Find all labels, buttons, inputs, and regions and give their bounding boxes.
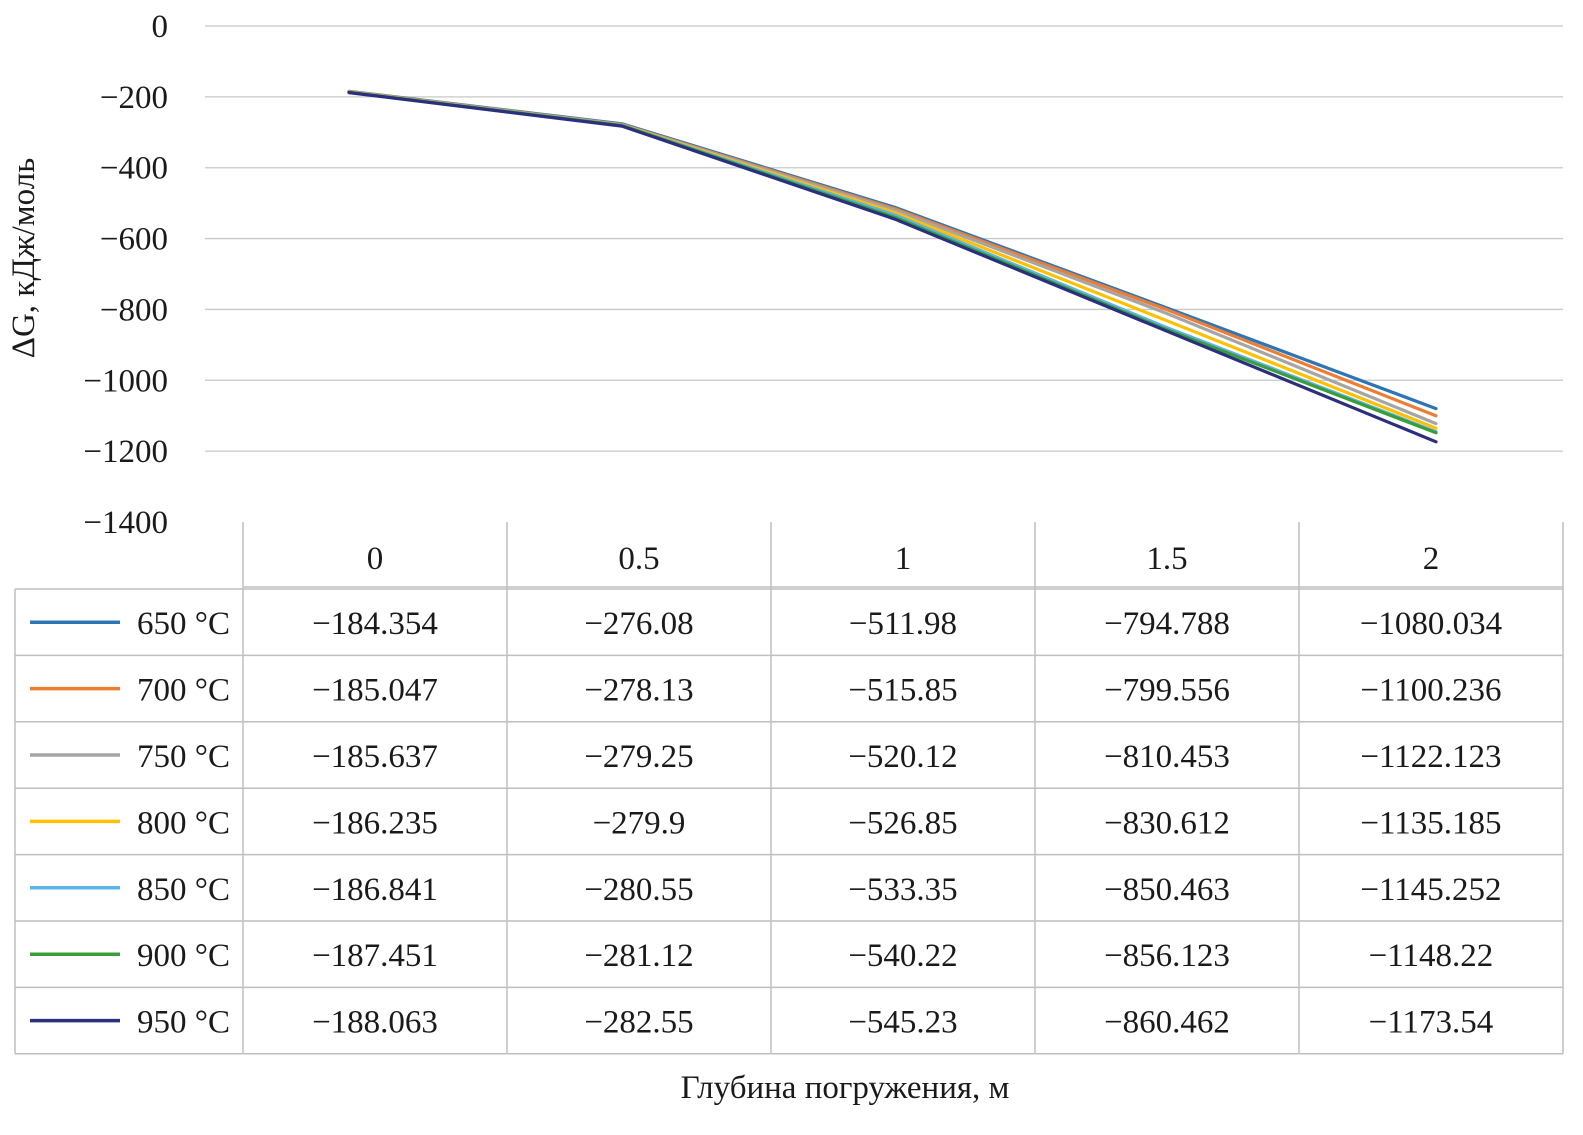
legend-label: 900 °C	[137, 938, 230, 974]
table-cell: −511.98	[849, 606, 957, 642]
table-cell: −533.35	[848, 872, 957, 908]
table-cell: −515.85	[848, 673, 957, 709]
x-tick-label: 0	[367, 541, 384, 577]
table-row: 850 °C −186.841 −280.55 −533.35 −850.463 −114…	[30, 872, 1502, 908]
table-cell: −279.25	[584, 739, 693, 775]
table-cell: −1145.252	[1360, 872, 1501, 908]
table-cell: −794.788	[1104, 606, 1230, 642]
table-cell: −276.08	[584, 606, 693, 642]
y-tick-label: −800	[100, 292, 168, 328]
table-cell: −1100.236	[1360, 673, 1501, 709]
table-cell: −280.55	[584, 872, 693, 908]
table-cell: −279.9	[593, 805, 686, 841]
table-cell: −545.23	[848, 1005, 957, 1041]
y-tick-label: −600	[100, 222, 168, 258]
table-cell: −850.463	[1104, 872, 1230, 908]
table-cell: −185.047	[312, 673, 438, 709]
table-cell: −281.12	[584, 938, 693, 974]
table-cell: −278.13	[584, 673, 693, 709]
table-row: 900 °C −187.451 −281.12 −540.22 −856.123 −114…	[30, 938, 1493, 974]
table-cell: −186.235	[312, 805, 438, 841]
x-tick-label: 1	[895, 541, 912, 577]
table-cell: −186.841	[312, 872, 438, 908]
x-tick-label: 2	[1423, 541, 1440, 577]
y-tick-label: −400	[100, 151, 168, 187]
table-cell: −1173.54	[1369, 1005, 1494, 1041]
table-cell: −540.22	[848, 938, 957, 974]
table-cell: −856.123	[1104, 938, 1230, 974]
legend-label: 650 °C	[137, 606, 230, 642]
data-table: 0 0.5 1 1.5 2 650 °C −184.354 −276.08 −511.98 −79…	[14, 522, 1564, 1055]
series-line	[347, 90, 1438, 430]
y-tick-label: 0	[152, 9, 169, 45]
table-cell: −860.462	[1104, 1005, 1230, 1041]
y-axis-title: ΔG, кДж/моль	[6, 158, 42, 359]
table-cell: −1135.185	[1360, 805, 1501, 841]
y-tick-label: −1200	[83, 434, 168, 470]
legend-label: 850 °C	[137, 872, 230, 908]
x-tick-label: 0.5	[618, 541, 659, 577]
legend-label: 750 °C	[137, 739, 230, 775]
y-axis-ticks: 0 −200 −400 −600 −800 −1000 −1200 −1400	[83, 9, 168, 541]
table-cell: −520.12	[848, 739, 957, 775]
y-tick-label: −200	[100, 80, 168, 116]
series-line	[347, 90, 1438, 444]
table-row: 650 °C −184.354 −276.08 −511.98 −794.788 −108…	[30, 606, 1502, 642]
legend-label: 950 °C	[137, 1005, 230, 1041]
table-row: 750 °C −185.637 −279.25 −520.12 −810.453 −112…	[30, 739, 1502, 775]
x-axis-title: Глубина погружения, м	[681, 1070, 1010, 1106]
grid-lines	[205, 25, 1563, 452]
table-cell: −282.55	[584, 1005, 693, 1041]
series-line	[347, 89, 1438, 411]
table-row: 950 °C −188.063 −282.55 −545.23 −860.462 −117…	[30, 1005, 1493, 1041]
table-cell: −184.354	[312, 606, 438, 642]
table-row: 700 °C −185.047 −278.13 −515.85 −799.556 −110…	[30, 673, 1502, 709]
y-tick-label: −1400	[83, 505, 168, 541]
table-cell: −188.063	[312, 1005, 438, 1041]
x-tick-label: 1.5	[1146, 541, 1187, 577]
legend-label: 700 °C	[137, 673, 230, 709]
table-cell: −810.453	[1104, 739, 1230, 775]
table-cell: −187.451	[312, 938, 438, 974]
table-cell: −185.637	[312, 739, 438, 775]
table-cell: −1148.22	[1369, 938, 1494, 974]
table-cell: −1122.123	[1360, 739, 1501, 775]
table-cell: −1080.034	[1360, 606, 1502, 642]
y-tick-label: −1000	[83, 363, 168, 399]
table-cell: −830.612	[1104, 805, 1230, 841]
series-line	[347, 90, 1438, 435]
table-row: 800 °C −186.235 −279.9 −526.85 −830.612 −1135…	[30, 805, 1502, 841]
table-cell: −799.556	[1104, 673, 1230, 709]
table-cell: −526.85	[848, 805, 957, 841]
legend-label: 800 °C	[137, 805, 230, 841]
series-lines	[347, 89, 1438, 444]
